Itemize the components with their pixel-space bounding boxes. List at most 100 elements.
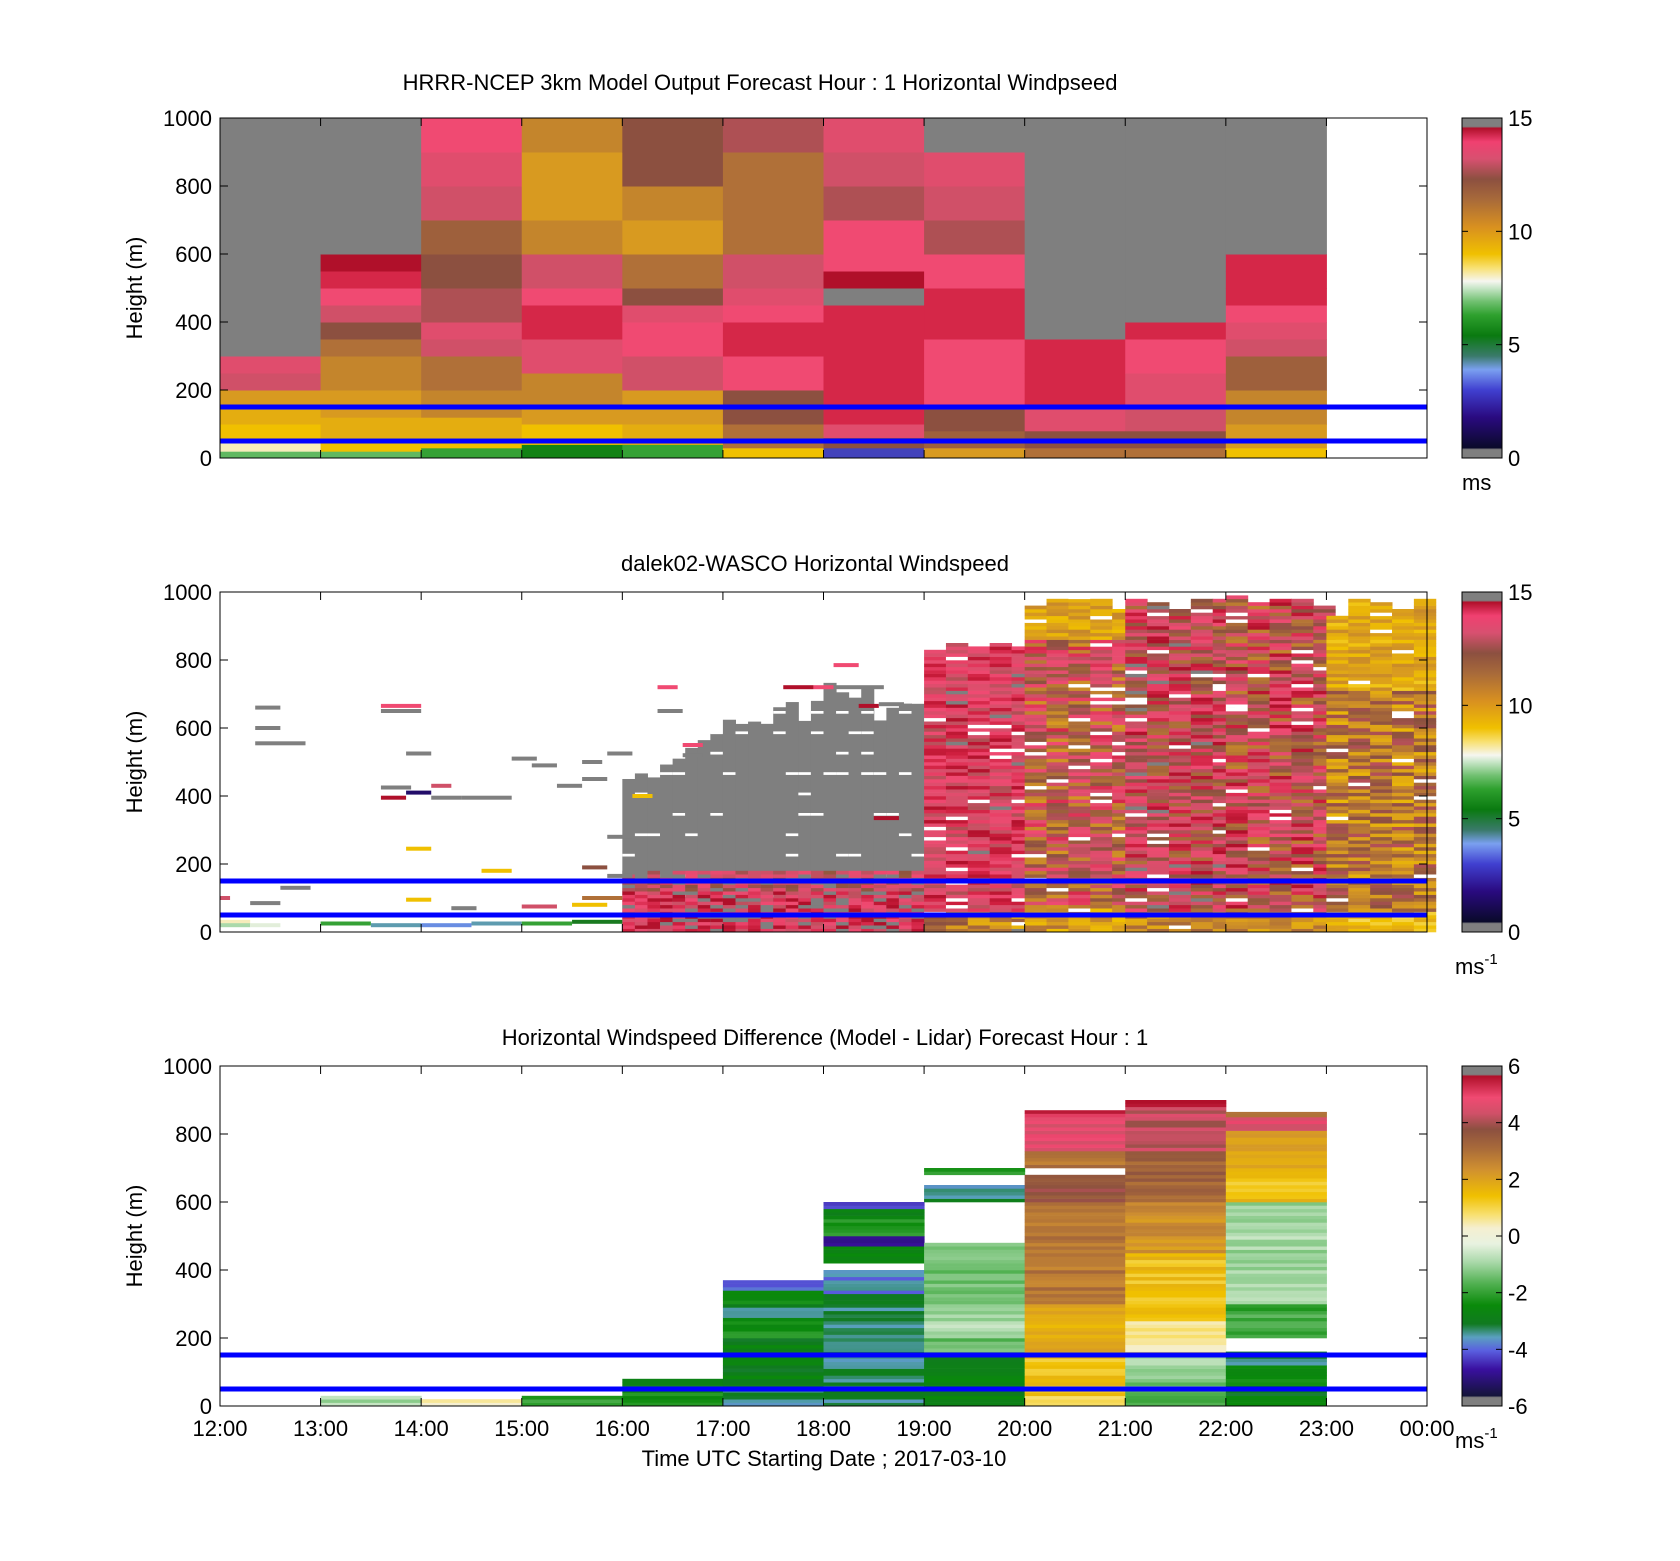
lidar-cell bbox=[1024, 673, 1048, 678]
lidar-cell bbox=[1370, 758, 1393, 763]
lidar-cell bbox=[1413, 745, 1437, 749]
panel-difference-ylabel: Height (m) bbox=[122, 1185, 147, 1288]
lidar-cell bbox=[1068, 762, 1091, 766]
lidar-segment bbox=[878, 702, 904, 707]
lidar-cell bbox=[1413, 887, 1437, 892]
lidar-cell bbox=[924, 724, 947, 729]
lidar-cell bbox=[1225, 901, 1249, 906]
lidar-cell bbox=[1212, 782, 1236, 787]
lidar-cell bbox=[1413, 751, 1437, 756]
lidar-cell bbox=[1168, 724, 1192, 729]
lidar-cell bbox=[1125, 813, 1148, 817]
diff-cell bbox=[1024, 1147, 1126, 1152]
lidar-cell bbox=[1225, 816, 1249, 821]
lidar-low-cell bbox=[848, 925, 862, 929]
lidar-cell bbox=[1247, 663, 1271, 668]
lidar-cell bbox=[1413, 904, 1437, 909]
lidar-low-cell bbox=[672, 887, 686, 892]
lidar-cell bbox=[1212, 728, 1236, 732]
lidar-cell bbox=[989, 826, 1013, 831]
lidar-cell bbox=[1225, 751, 1249, 756]
lidar-cell bbox=[1112, 666, 1135, 671]
lidar-cell bbox=[1291, 717, 1314, 722]
lidar-cell bbox=[1313, 721, 1336, 725]
diff-cell bbox=[1125, 1123, 1227, 1128]
lidar-low-cell bbox=[760, 887, 774, 892]
diff-cell bbox=[823, 1222, 925, 1227]
diff-cell bbox=[1125, 1161, 1227, 1165]
lidar-cell bbox=[1147, 816, 1170, 821]
lidar-cell bbox=[1090, 836, 1113, 841]
lidar-cell bbox=[1125, 646, 1148, 651]
lidar-cell bbox=[1011, 714, 1034, 719]
lidar-cell bbox=[1147, 768, 1170, 773]
lidar-cell bbox=[967, 925, 991, 929]
lidar-cell bbox=[1046, 857, 1069, 861]
lidar-cell bbox=[1326, 636, 1349, 640]
lidar-cell bbox=[1090, 826, 1113, 831]
lidar-cell bbox=[1147, 809, 1170, 814]
model-cell bbox=[320, 417, 422, 439]
lidar-low-cell bbox=[773, 894, 787, 899]
lidar-cell bbox=[1291, 758, 1314, 763]
lidar-low-cell bbox=[873, 884, 887, 889]
lidar-cell bbox=[1125, 697, 1148, 702]
diff-cell bbox=[1024, 1157, 1126, 1162]
lidar-cell bbox=[1112, 734, 1135, 739]
diff-cell bbox=[823, 1232, 925, 1237]
lidar-cell bbox=[1225, 772, 1249, 776]
lidar-cell bbox=[1370, 843, 1393, 848]
diff-cell bbox=[1024, 1395, 1126, 1400]
lidar-cell bbox=[1190, 677, 1214, 681]
model-cell bbox=[220, 441, 322, 452]
lidar-cell bbox=[1125, 874, 1148, 878]
lidar-cell bbox=[1046, 755, 1069, 759]
lidar-cell bbox=[1247, 921, 1271, 926]
lidar-cell bbox=[1413, 714, 1437, 719]
lidar-cell bbox=[1313, 626, 1336, 630]
lidar-low-cell bbox=[710, 925, 724, 929]
lidar-low-cell bbox=[773, 898, 787, 902]
lidar-cell bbox=[1291, 605, 1314, 610]
lidar-cell bbox=[1313, 612, 1336, 617]
lidar-low-cell bbox=[710, 898, 724, 902]
lidar-cell bbox=[1313, 690, 1336, 695]
lidar-cell bbox=[1068, 717, 1091, 722]
lidar-cell bbox=[1046, 666, 1069, 671]
lidar-cell bbox=[1147, 921, 1170, 926]
lidar-cell bbox=[989, 779, 1013, 783]
lidar-cell bbox=[1011, 656, 1034, 661]
lidar-cell bbox=[1392, 666, 1415, 671]
lidar-cell bbox=[1269, 840, 1292, 844]
lidar-cell bbox=[1024, 721, 1048, 725]
lidar-cell bbox=[1247, 792, 1271, 797]
lidar-cell bbox=[1348, 700, 1371, 705]
lidar-cell bbox=[1125, 632, 1148, 637]
lidar-cell bbox=[1125, 666, 1148, 671]
diff-cell bbox=[1125, 1106, 1227, 1111]
lidar-cell bbox=[1046, 639, 1069, 644]
model-cell bbox=[421, 417, 523, 439]
diff-cell bbox=[1024, 1331, 1126, 1335]
lidar-cell bbox=[1326, 697, 1349, 702]
lidar-cell bbox=[1046, 799, 1069, 804]
lidar-segment bbox=[280, 885, 311, 890]
lidar-cell bbox=[1112, 833, 1135, 838]
lidar-cell bbox=[945, 792, 969, 797]
diff-cell bbox=[823, 1300, 925, 1305]
lidar-cell bbox=[967, 921, 991, 926]
lidar-cell bbox=[1068, 683, 1091, 688]
lidar-segment bbox=[220, 919, 251, 924]
lidar-cell bbox=[1413, 901, 1437, 906]
diff-cell bbox=[1125, 1327, 1227, 1332]
lidar-cell bbox=[1326, 768, 1349, 773]
lidar-cell bbox=[1348, 887, 1371, 892]
lidar-cell bbox=[924, 850, 947, 855]
lidar-cell bbox=[1348, 796, 1371, 800]
lidar-cell bbox=[1068, 755, 1091, 759]
lidar-cell bbox=[1112, 711, 1135, 715]
lidar-cell bbox=[945, 731, 969, 736]
lidar-cell bbox=[1291, 690, 1314, 695]
lidar-cell bbox=[989, 697, 1013, 702]
lidar-cell bbox=[1147, 758, 1170, 763]
